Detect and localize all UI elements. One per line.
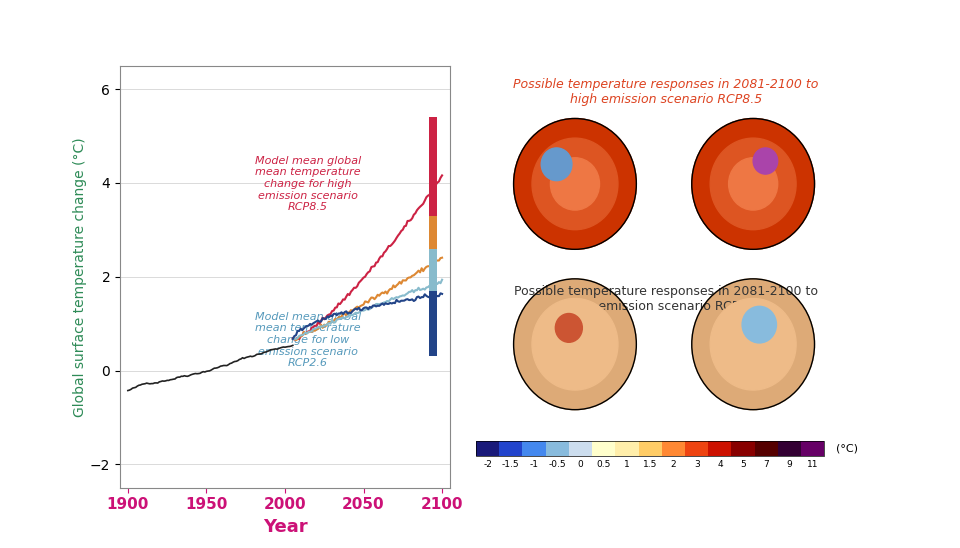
Circle shape	[692, 279, 814, 410]
Text: Possible temperature responses in 2081-2100 to
low emission scenario RCP2.6: Possible temperature responses in 2081-2…	[514, 285, 818, 313]
Circle shape	[532, 299, 618, 390]
FancyBboxPatch shape	[708, 441, 732, 456]
FancyBboxPatch shape	[499, 441, 522, 456]
Circle shape	[532, 138, 618, 230]
Text: 5: 5	[740, 460, 746, 469]
Circle shape	[550, 158, 600, 210]
FancyBboxPatch shape	[592, 441, 615, 456]
Circle shape	[541, 148, 572, 181]
FancyBboxPatch shape	[755, 441, 778, 456]
Text: Model mean global
mean temperature
change for low
emission scenario
RCP2.6: Model mean global mean temperature chang…	[255, 312, 361, 368]
Circle shape	[729, 158, 778, 210]
Text: -1.5: -1.5	[502, 460, 519, 469]
Text: Possible temperature responses in 2081-2100 to
high emission scenario RCP8.5: Possible temperature responses in 2081-2…	[514, 78, 819, 106]
FancyBboxPatch shape	[778, 441, 802, 456]
Text: -2: -2	[483, 460, 492, 469]
FancyBboxPatch shape	[569, 441, 592, 456]
Bar	[429, 291, 437, 356]
FancyBboxPatch shape	[522, 441, 545, 456]
Text: Model mean global
mean temperature
change for high
emission scenario
RCP8.5: Model mean global mean temperature chang…	[255, 156, 361, 212]
Text: 7: 7	[763, 460, 769, 469]
Text: 3: 3	[694, 460, 700, 469]
Text: 0: 0	[578, 460, 584, 469]
Circle shape	[514, 279, 636, 410]
Text: (°C): (°C)	[836, 444, 858, 454]
FancyBboxPatch shape	[685, 441, 708, 456]
Bar	[429, 216, 437, 267]
Text: 1: 1	[624, 460, 630, 469]
FancyBboxPatch shape	[476, 441, 499, 456]
FancyBboxPatch shape	[545, 441, 569, 456]
Text: 9: 9	[786, 460, 792, 469]
Circle shape	[742, 306, 777, 343]
Text: 11: 11	[807, 460, 819, 469]
Circle shape	[555, 313, 583, 342]
Circle shape	[754, 148, 778, 174]
Circle shape	[692, 118, 814, 249]
Text: 2: 2	[671, 460, 676, 469]
Circle shape	[710, 299, 796, 390]
Circle shape	[710, 138, 796, 230]
Text: 0.5: 0.5	[596, 460, 611, 469]
FancyBboxPatch shape	[802, 441, 825, 456]
FancyBboxPatch shape	[732, 441, 755, 456]
FancyBboxPatch shape	[661, 441, 685, 456]
Bar	[429, 117, 437, 220]
Text: -1: -1	[530, 460, 539, 469]
X-axis label: Year: Year	[263, 518, 307, 536]
Circle shape	[514, 118, 636, 249]
FancyBboxPatch shape	[638, 441, 661, 456]
Text: -0.5: -0.5	[548, 460, 566, 469]
FancyBboxPatch shape	[615, 441, 638, 456]
Y-axis label: Global surface temperature change (°C): Global surface temperature change (°C)	[73, 137, 87, 416]
Text: 1.5: 1.5	[643, 460, 658, 469]
Text: 4: 4	[717, 460, 723, 469]
Bar	[429, 249, 437, 291]
